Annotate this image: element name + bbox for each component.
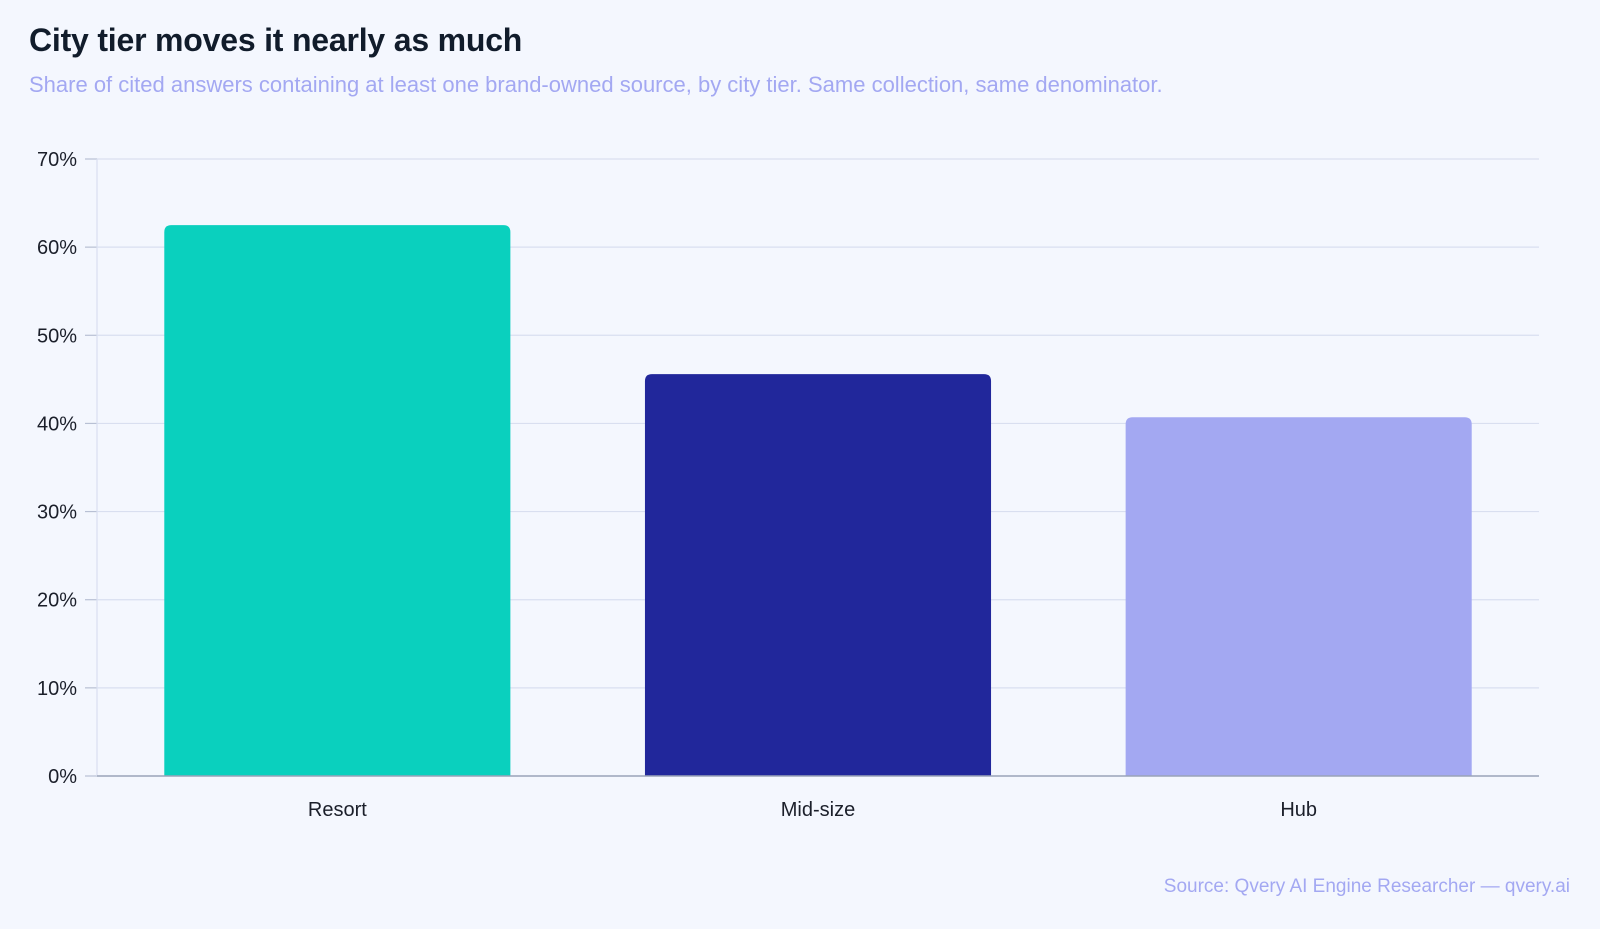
x-tick-label: Hub [1280,799,1317,821]
y-tick-label: 70% [37,149,77,171]
y-tick-label: 20% [37,590,77,612]
y-tick-label: 60% [37,237,77,259]
y-tick-label: 40% [37,413,77,435]
chart-subtitle: Share of cited answers containing at lea… [29,72,1163,97]
y-tick-label: 10% [37,678,77,700]
bar-hub [1125,417,1472,776]
bar-resort [164,225,511,776]
y-tick-label: 0% [48,766,77,788]
bars [164,225,1472,776]
y-axis: 0% 10% 20% 30% 40% 50% 60% 70% [37,149,98,788]
x-axis: Resort Mid-size Hub [97,775,1539,821]
x-tick-label: Resort [308,799,367,821]
x-tick-label: Mid-size [781,799,855,821]
y-tick-label: 30% [37,502,77,524]
bar-mid-size [644,374,992,776]
chart-title: City tier moves it nearly as much [29,22,523,58]
y-tick-label: 50% [37,325,77,347]
source-note: Source: Qvery AI Engine Researcher — qve… [1163,876,1570,897]
